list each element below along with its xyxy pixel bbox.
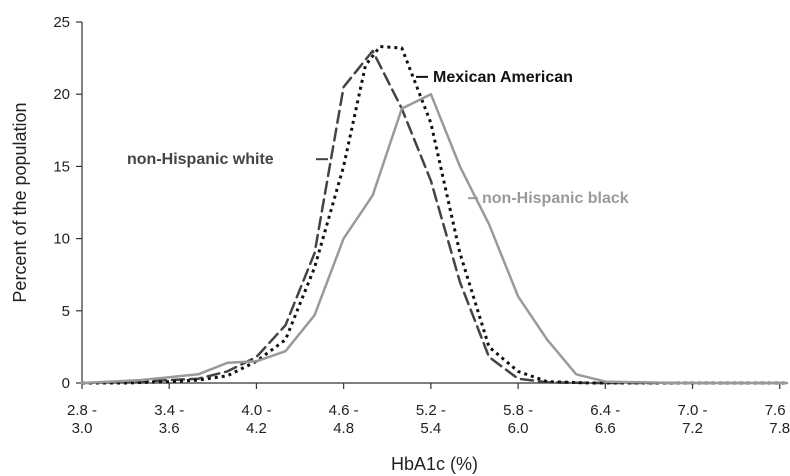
y-tick-label: 5 bbox=[62, 303, 70, 320]
series-line-mexican-american bbox=[82, 45, 787, 385]
x-tick-label: 7.0 -7.2 bbox=[678, 402, 708, 437]
y-tick-label: 25 bbox=[53, 14, 70, 31]
x-tick-label: 6.4 -6.6 bbox=[590, 402, 620, 437]
y-tick-label: 20 bbox=[53, 86, 70, 103]
series-line-non-hispanic-white bbox=[80, 49, 789, 385]
y-tick-label: 15 bbox=[53, 158, 70, 175]
series-layer bbox=[80, 45, 789, 385]
y-axis-title: Percent of the population bbox=[10, 102, 30, 302]
x-tick-label: 2.8 -3.0 bbox=[67, 402, 97, 437]
x-axis: 2.8 -3.0 3.4 -3.6 4.0 -4.2 4.6 -4.8 5.2 -5.4… bbox=[67, 382, 790, 437]
y-axis: 0 5 10 15 20 25 bbox=[53, 14, 83, 392]
annotation-layer: non-Hispanic white Mexican American non-… bbox=[127, 69, 629, 207]
x-tick-label: 5.8 -6.0 bbox=[503, 402, 533, 437]
x-tick-label: 4.0 -4.2 bbox=[241, 402, 271, 437]
series-line-non-hispanic-black bbox=[80, 92, 789, 385]
x-axis-title: HbA1c (%) bbox=[391, 454, 478, 474]
x-tick-label: 4.6 -4.8 bbox=[329, 402, 359, 437]
label-non-hispanic-black: non-Hispanic black bbox=[482, 190, 629, 207]
x-tick-label: 7.6 -7.8 bbox=[765, 402, 790, 437]
x-tick-label: 5.2 -5.4 bbox=[416, 402, 446, 437]
y-tick-label: 10 bbox=[53, 231, 70, 248]
label-mexican-american: Mexican American bbox=[433, 69, 573, 86]
x-tick-label: 3.4 -3.6 bbox=[154, 402, 184, 437]
label-non-hispanic-white: non-Hispanic white bbox=[127, 151, 274, 168]
y-tick-label: 0 bbox=[62, 375, 70, 392]
